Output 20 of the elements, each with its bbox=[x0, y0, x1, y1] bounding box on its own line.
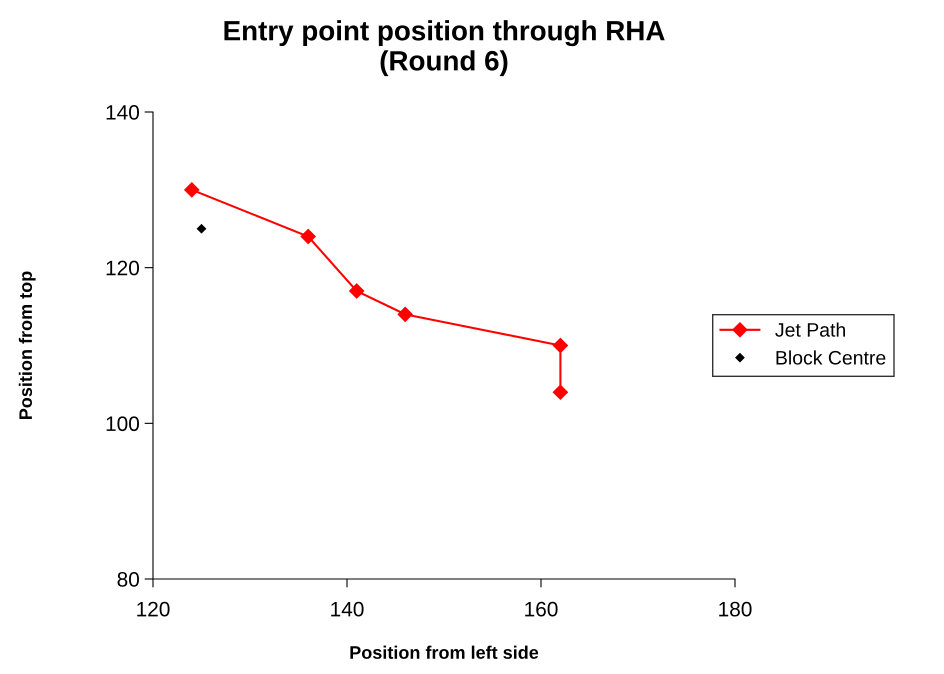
y-axis-title: Position from top bbox=[18, 272, 36, 420]
point bbox=[349, 283, 364, 299]
x-tick-label: 120 bbox=[137, 602, 170, 617]
legend-label: Block Centre bbox=[776, 350, 886, 365]
y-tick-label: 140 bbox=[106, 105, 139, 120]
point bbox=[184, 182, 200, 198]
x-tick-label: 160 bbox=[525, 602, 558, 617]
chart-title: Entry point position through RHA (Round 6) bbox=[224, 20, 665, 76]
point bbox=[300, 228, 316, 244]
x-tick-label: 140 bbox=[331, 602, 364, 617]
y-tick-label: 80 bbox=[118, 572, 139, 587]
y-tick-label: 100 bbox=[106, 416, 139, 432]
legend-label: Jet Path bbox=[775, 322, 845, 337]
y-tick-label: 120 bbox=[106, 260, 139, 276]
point bbox=[552, 384, 568, 400]
point bbox=[196, 224, 206, 234]
point bbox=[552, 338, 568, 354]
point bbox=[398, 306, 413, 322]
x-tick-label: 180 bbox=[719, 602, 752, 617]
x-axis-title: Position from left side bbox=[350, 646, 538, 659]
